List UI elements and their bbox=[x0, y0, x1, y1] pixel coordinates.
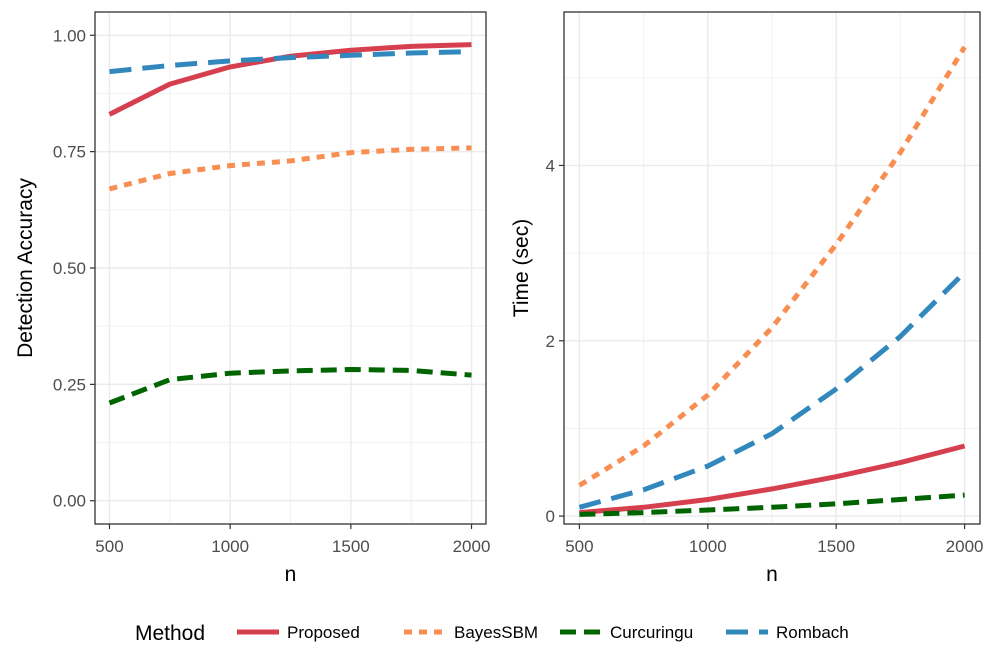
series-line-proposed bbox=[579, 443, 966, 516]
series-line-curcuringu bbox=[579, 492, 965, 517]
legend-label-proposed: Proposed bbox=[287, 623, 360, 642]
x-tick-label: 1000 bbox=[211, 537, 249, 556]
series-line-bayessbm bbox=[108, 145, 472, 192]
panel-border bbox=[563, 11, 981, 525]
legend-title: Method bbox=[135, 622, 205, 645]
y-tick-label: 0.75 bbox=[53, 143, 86, 162]
x-axis-title: n bbox=[766, 563, 778, 586]
legend-label-curcuringu: Curcuringu bbox=[610, 623, 693, 642]
x-tick-label: 500 bbox=[565, 537, 593, 556]
y-tick-label: 1.00 bbox=[53, 26, 86, 45]
legend-label-bayessbm: BayesSBM bbox=[454, 623, 538, 642]
x-tick-label: 2000 bbox=[946, 537, 984, 556]
x-tick-label: 1500 bbox=[817, 537, 855, 556]
legend-label-rombach: Rombach bbox=[776, 623, 849, 642]
y-axis-title: Detection Accuracy bbox=[14, 178, 37, 358]
panel-right: 500 1000 1500 2000 0 2 4 n Time (sec) bbox=[510, 11, 984, 586]
y-tick-label: 0.50 bbox=[53, 259, 86, 278]
series-line-rombach bbox=[109, 49, 472, 75]
y-tick-label: 2 bbox=[546, 332, 555, 351]
legend: Method Proposed BayesSBM Curcuringu Rombach bbox=[135, 622, 849, 645]
x-tick-label: 1500 bbox=[332, 537, 370, 556]
x-tick-label: 2000 bbox=[453, 537, 491, 556]
x-axis-title: n bbox=[285, 563, 297, 586]
y-tick-label: 0 bbox=[546, 507, 555, 526]
series-line-bayessbm bbox=[578, 45, 967, 488]
y-tick-label: 4 bbox=[546, 156, 555, 175]
series-line-rombach bbox=[578, 270, 967, 510]
y-axis-title: Time (sec) bbox=[510, 219, 533, 317]
panel-left: 500 1000 1500 2000 0.00 0.25 0.50 0.75 1.00 n Dete… bbox=[14, 11, 491, 586]
y-tick-label: 0.25 bbox=[53, 375, 86, 394]
x-tick-label: 500 bbox=[95, 537, 123, 556]
y-tick-label: 0.00 bbox=[53, 492, 86, 511]
x-tick-label: 1000 bbox=[689, 537, 727, 556]
